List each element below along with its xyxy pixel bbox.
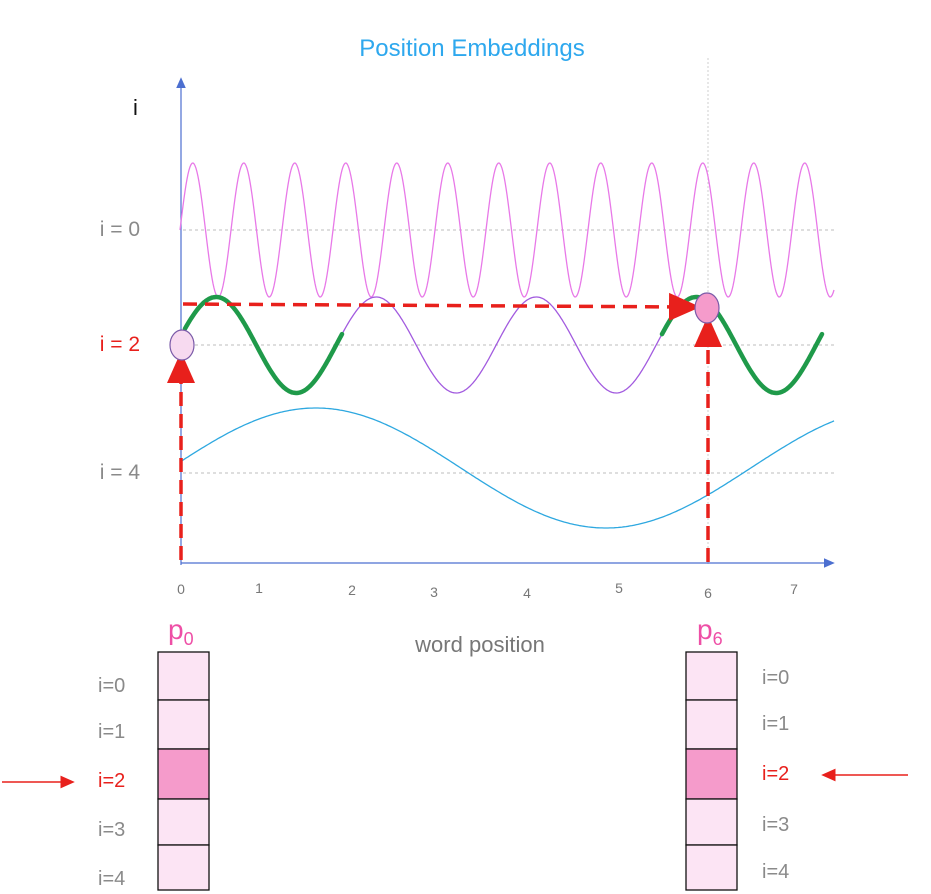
x-tick-1: 1 xyxy=(255,580,263,596)
level-label-i4: i = 4 xyxy=(100,461,141,484)
x-axis-label: word position xyxy=(414,632,545,657)
x-tick-5: 5 xyxy=(615,580,623,596)
vector-cell xyxy=(157,798,210,846)
x-tick-2: 2 xyxy=(348,582,356,598)
vector-right-row-label: i=4 xyxy=(762,861,789,883)
vector-left-row-label: i=2 xyxy=(98,770,125,792)
vector-left-title: p0 xyxy=(168,614,194,649)
vector-right-p6 xyxy=(685,651,738,891)
level-label-i0: i = 0 xyxy=(100,218,140,241)
vector-left-p0 xyxy=(157,651,210,891)
vector-left-row-label: i=0 xyxy=(98,675,125,697)
vector-cell xyxy=(157,844,210,891)
vector-cell xyxy=(685,748,738,800)
level-label-i2: i = 2 xyxy=(100,333,140,356)
vector-right-row-labels: i=0 i=1 i=2 i=3 i=4 xyxy=(762,667,789,883)
vector-cell xyxy=(157,748,210,800)
vector-cell xyxy=(685,699,738,750)
vector-left-row-labels: i=0 i=1 i=2 i=3 i=4 xyxy=(98,675,125,890)
x-tick-3: 3 xyxy=(430,584,438,600)
vector-left-row-label: i=3 xyxy=(98,819,125,841)
vector-right-row-label: i=1 xyxy=(762,713,789,735)
point-p6-i2 xyxy=(694,292,720,324)
marker-horizontal-to-position-6 xyxy=(182,292,701,321)
x-tick-7: 7 xyxy=(790,581,798,597)
vector-left-row-label: i=1 xyxy=(98,721,125,743)
x-tick-6: 6 xyxy=(704,585,712,601)
vector-right-row-label: i=2 xyxy=(762,763,789,785)
wave-i2-highlight-start xyxy=(182,294,345,396)
vector-right-title: p6 xyxy=(697,614,723,649)
vector-cell xyxy=(685,844,738,891)
diagram-title: Position Embeddings xyxy=(359,35,584,62)
vector-right-row-label: i=3 xyxy=(762,814,789,836)
vector-cell xyxy=(685,651,738,701)
point-p0-i2 xyxy=(169,329,195,361)
vector-left-row-label: i=4 xyxy=(98,868,125,890)
wave-i4 xyxy=(179,407,835,529)
x-tick-4: 4 xyxy=(523,585,531,601)
x-tick-0: 0 xyxy=(177,581,185,597)
y-axis-label: i xyxy=(133,95,138,120)
wave-i0 xyxy=(179,162,835,298)
vector-right-row-label: i=0 xyxy=(762,667,789,689)
vector-cell xyxy=(157,699,210,750)
x-tick-labels: 0 1 2 3 4 5 6 7 xyxy=(177,580,798,601)
vector-cell xyxy=(157,651,210,701)
vector-cell xyxy=(685,798,738,846)
